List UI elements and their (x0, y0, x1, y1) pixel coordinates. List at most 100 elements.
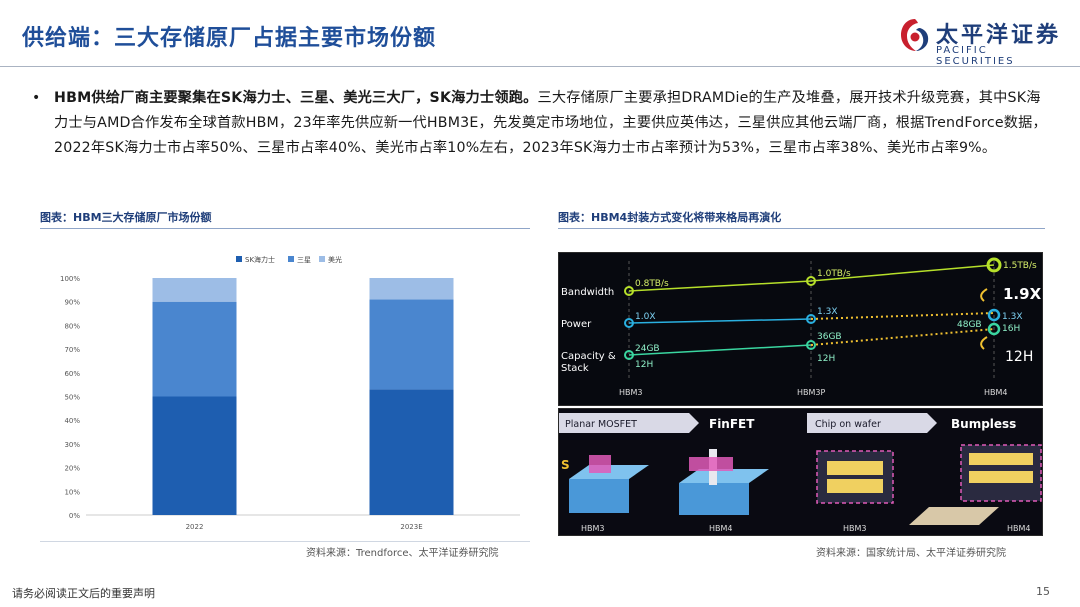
market-share-chart: SK海力士 三星 美光 0% 10% 20% 30% 40% 50% 60% 70% 80% 90% 10… (60, 255, 520, 531)
bullet-bold-text: HBM供给厂商主要聚集在SK海力士、三星、美光三大厂，SK海力士领跑。 (54, 90, 538, 106)
x-label-hbm4: HBM4 (984, 388, 1008, 397)
capacity-point-hbm3p (806, 340, 816, 350)
header-divider (0, 66, 1080, 67)
left-panel-source: 资料来源：Trendforce、太平洋证券研究院 (306, 548, 499, 559)
bottom-label-hbm3-a: HBM3 (581, 524, 605, 533)
bar-segment-2023E-0 (369, 389, 454, 515)
bottom-label-hbm4-b: HBM4 (1007, 524, 1031, 533)
bottom-label-hbm3-b: HBM3 (843, 524, 867, 533)
row-label-bandwidth: Bandwidth (561, 287, 614, 298)
capacity-trend-line (628, 344, 812, 356)
packaging-tech-diagram: Planar MOSFET FinFET Chip on wafer Bumpl… (558, 408, 1043, 536)
planar-source-mark: S (561, 458, 570, 472)
bar-segment-2022-0 (152, 396, 237, 515)
power-projection-line (810, 312, 995, 320)
company-logo: 太平洋证券 PACIFIC SECURITIES (898, 14, 1068, 67)
row-label-stack: Stack (561, 363, 589, 374)
chip-on-wafer-label: Chip on wafer (815, 419, 881, 430)
bottom-label-hbm4-a: HBM4 (709, 524, 733, 533)
y-tick-label: 100% (60, 275, 80, 283)
stack-value-hbm3: 12H (635, 360, 653, 370)
capacity-value-hbm3: 24GB (635, 344, 660, 354)
y-tick-label: 10% (64, 488, 80, 496)
stack-curve-arrow-icon (980, 336, 988, 350)
bar-segment-2023E-2 (369, 278, 454, 300)
planar-mosfet-label: Planar MOSFET (565, 419, 637, 430)
stack-value-hbm3p: 12H (817, 354, 835, 364)
page-number: 15 (1036, 585, 1050, 598)
market-share-chart-box: SK海力士 三星 美光 0% 10% 20% 30% 40% 50% 60% 70% 80% 90% 10… (40, 232, 530, 542)
capacity-point-hbm4 (987, 322, 1001, 336)
power-point-hbm4 (987, 308, 1001, 322)
y-tick-label: 90% (64, 299, 80, 307)
packaging-tech-svg: Planar MOSFET FinFET Chip on wafer Bumpl… (559, 413, 1042, 533)
right-panel-rule (558, 228, 1045, 229)
capacity-projection-line (810, 328, 995, 346)
y-tick-label: 30% (64, 441, 80, 449)
y-tick-label: 20% (64, 465, 80, 473)
y-tick-label: 60% (64, 370, 80, 378)
legend-label-1: 三星 (297, 256, 311, 264)
bar-segment-2022-1 (152, 301, 237, 397)
finfet-gate (689, 457, 733, 471)
legend-label-2: 美光 (328, 255, 342, 264)
right-panel-source: 资料来源：国家统计局、太平洋证券研究院 (816, 548, 1006, 559)
bandwidth-point-hbm4 (986, 257, 1002, 273)
bandwidth-value-hbm3: 0.8TB/s (635, 279, 669, 289)
bandwidth-value-hbm3p: 1.0TB/s (817, 269, 851, 279)
row-label-capacity: Capacity & (561, 351, 616, 362)
y-tick-label: 0% (69, 512, 80, 520)
finfet-label: FinFET (709, 417, 755, 431)
stack-value-hbm4: 16H (1002, 324, 1020, 334)
legend-swatch-1 (288, 256, 294, 262)
bar-segment-2022-2 (152, 278, 237, 302)
power-value-hbm4: 1.3X (1002, 312, 1022, 322)
left-panel-caption: 图表：HBM三大存储原厂市场份额 (40, 211, 212, 224)
logo-text-en: PACIFIC SECURITIES (936, 45, 1015, 67)
left-panel-rule (40, 228, 530, 229)
x-label-hbm3: HBM3 (619, 388, 643, 397)
hbm-roadmap-svg: Bandwidth Power Capacity & Stack 0.8TB/s… (561, 257, 1042, 397)
stack-callout: 12H (1005, 349, 1033, 365)
pacific-logo-icon (901, 19, 929, 51)
y-tick-label: 70% (64, 346, 80, 354)
logo-text-cn: 太平洋证券 (936, 23, 1062, 48)
finfet-substrate-top (679, 469, 769, 483)
bandwidth-callout: 1.9X (1003, 285, 1042, 303)
planar-gate (589, 455, 611, 473)
power-point-hbm3 (624, 318, 634, 328)
y-tick-label: 80% (64, 322, 80, 330)
bullet-body-text: 三大存储原厂主要承担DRAMDie的生产及堆叠，展开技术升级竞赛，其中SK海力士… (54, 90, 1047, 156)
bumpless-die-top (969, 453, 1033, 465)
chip-on-wafer-arrow-banner (807, 413, 937, 433)
power-point-hbm3p (806, 314, 816, 324)
legend-swatch-0 (236, 256, 242, 262)
y-tick-label: 40% (64, 417, 80, 425)
power-trend-line (628, 318, 812, 324)
power-value-hbm3: 1.0X (635, 312, 655, 322)
finfet-substrate-front (679, 483, 749, 515)
capacity-value-hbm3p: 36GB (817, 332, 842, 342)
x-tick-label: 2022 (186, 523, 204, 531)
bandwidth-point-hbm3 (624, 286, 634, 296)
market-share-panel: 图表：HBM三大存储原厂市场份额 SK海力士 三星 美光 0% 10% 20% 30% 40%… (40, 208, 530, 560)
bandwidth-trend-line (628, 264, 995, 292)
x-label-hbm3p: HBM3P (797, 388, 825, 397)
summary-bullet: • HBM供给厂商主要聚集在SK海力士、三星、美光三大厂，SK海力士领跑。三大存… (32, 86, 1052, 161)
bar-segment-2023E-1 (369, 299, 454, 390)
chip-on-wafer-die-top (827, 461, 883, 475)
chip-on-wafer-die-bottom (827, 479, 883, 493)
bullet-dot-icon: • (32, 90, 41, 106)
row-label-power: Power (561, 319, 592, 330)
legend-label-0: SK海力士 (245, 255, 275, 264)
capacity-value-hbm4: 48GB (957, 320, 982, 330)
page-title: 供给端：三大存储原厂占据主要市场份额 (22, 26, 437, 51)
planar-arrow-banner (559, 413, 699, 433)
header: 供给端：三大存储原厂占据主要市场份额 太平洋证券 PACIFIC SECURIT… (0, 0, 1080, 67)
hbm-roadmap-diagram: Bandwidth Power Capacity & Stack 0.8TB/s… (558, 252, 1043, 406)
bumpless-die-bottom (969, 471, 1033, 483)
footer-disclaimer: 请务必阅读正文后的重要声明 (12, 587, 155, 600)
bandwidth-value-hbm4: 1.5TB/s (1003, 261, 1037, 271)
y-tick-label: 50% (64, 394, 80, 402)
planar-substrate-front (569, 479, 629, 513)
